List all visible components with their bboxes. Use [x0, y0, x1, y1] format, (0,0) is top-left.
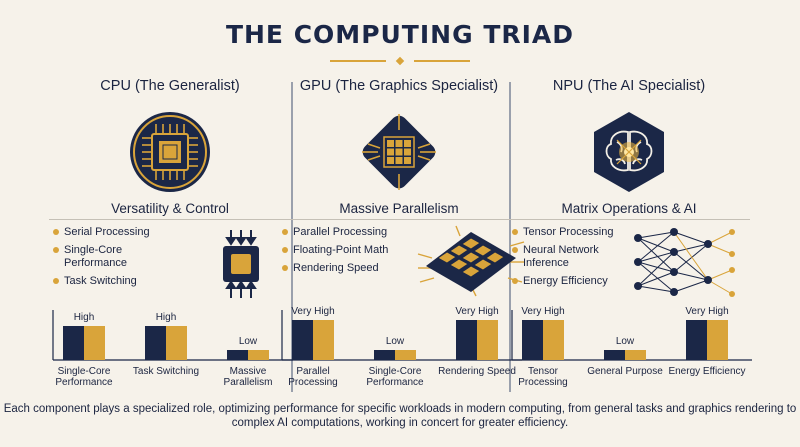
bar-level-label: High: [73, 312, 95, 323]
feature-item: Task Switching: [53, 275, 183, 288]
subtitle-divider: [278, 219, 520, 220]
bar-chart-plot: [281, 310, 522, 361]
column-heading: NPU (The AI Specialist): [552, 78, 706, 94]
bar-level-label: Low: [615, 336, 635, 347]
feature-list: Tensor Processing Neural Network Inferen…: [512, 226, 627, 293]
feature-list: Serial Processing Single-Core Performanc…: [53, 226, 183, 293]
bar-category-label: Rendering Speed: [438, 366, 516, 377]
footer-caption: Each component plays a specialized role,…: [3, 403, 797, 429]
bar-chart: High Single-Core Performance High Task Swit…: [41, 310, 299, 398]
feature-item: Serial Processing: [53, 226, 183, 239]
feature-item: Floating-Point Math: [282, 244, 422, 257]
bar: [63, 326, 84, 360]
bar: [227, 350, 248, 360]
bar: [686, 320, 707, 360]
column-subtitle: Massive Parallelism: [339, 201, 459, 216]
bar: [456, 320, 477, 360]
feature-list: Parallel Processing Floating-Point Math …: [282, 226, 422, 280]
column-subtitle: Versatility & Control: [111, 201, 229, 216]
bar: [313, 320, 334, 360]
bar-chart: Very High Tensor Processing Low General Pur…: [500, 306, 758, 398]
subtitle-divider: [508, 219, 750, 220]
bar: [522, 320, 543, 360]
bar-category-label: General Purpose: [587, 366, 663, 377]
feature-item: Neural Network Inference: [512, 244, 627, 270]
bar-level-label: Very High: [455, 306, 499, 317]
single-core-chip-icon: [191, 224, 301, 304]
bar-category-label: Single-Core Performance: [366, 366, 424, 388]
bar: [543, 320, 564, 360]
bar: [248, 350, 269, 360]
bar: [166, 326, 187, 360]
brain-chip-icon: [500, 108, 758, 196]
feature-item: Rendering Speed: [282, 262, 422, 275]
column-heading: CPU (The Generalist): [100, 78, 240, 94]
neural-network-icon: [628, 224, 738, 304]
bar: [477, 320, 498, 360]
bar-chart-plot: [511, 310, 752, 361]
bar-level-label: High: [155, 312, 177, 323]
bar: [395, 350, 416, 360]
column-heading: GPU (The Graphics Specialist): [299, 78, 499, 94]
bar: [374, 350, 395, 360]
feature-item: Tensor Processing: [512, 226, 627, 239]
bar-level-label: Very High: [291, 306, 335, 317]
bar-category-label: Single-Core Performance: [55, 366, 113, 388]
multi-core-grid-icon: [416, 224, 526, 304]
feature-item: Energy Efficiency: [512, 275, 627, 288]
bar: [145, 326, 166, 360]
bar: [604, 350, 625, 360]
feature-item: Single-Core Performance: [53, 244, 183, 270]
bar-category-label: Parallel Processing: [288, 366, 338, 388]
bar-level-label: Low: [238, 336, 258, 347]
bar-category-label: Tensor Processing: [518, 366, 568, 388]
gpu-grid-icon: [270, 108, 528, 196]
page-title: THE COMPUTING TRIAD: [225, 20, 575, 49]
bar-chart: Very High Parallel Processing Low Single-Co…: [270, 306, 528, 398]
column-divider: [291, 82, 293, 392]
subtitle-divider: [49, 219, 291, 220]
bar-category-label: Massive Parallelism: [223, 366, 273, 388]
title-divider: [330, 58, 470, 64]
cpu-column: CPU (The Generalist) Versatility & Contr…: [41, 78, 299, 398]
bar-level-label: Very High: [685, 306, 729, 317]
npu-column: NPU (The AI Specialist) Matrix Operation…: [500, 78, 758, 398]
bar: [625, 350, 646, 360]
column-divider: [509, 82, 511, 392]
bar-chart-plot: [52, 310, 293, 361]
bar-level-label: Very High: [521, 306, 565, 317]
column-subtitle: Matrix Operations & AI: [561, 201, 697, 216]
bar-level-label: Low: [385, 336, 405, 347]
gpu-column: GPU (The Graphics Specialist) Massive Pa…: [270, 78, 528, 398]
bar-category-label: Task Switching: [132, 366, 200, 377]
bar: [84, 326, 105, 360]
bar: [292, 320, 313, 360]
cpu-chip-icon: [41, 108, 299, 196]
bar-category-label: Energy Efficiency: [668, 366, 746, 377]
feature-item: Parallel Processing: [282, 226, 422, 239]
bar: [707, 320, 728, 360]
